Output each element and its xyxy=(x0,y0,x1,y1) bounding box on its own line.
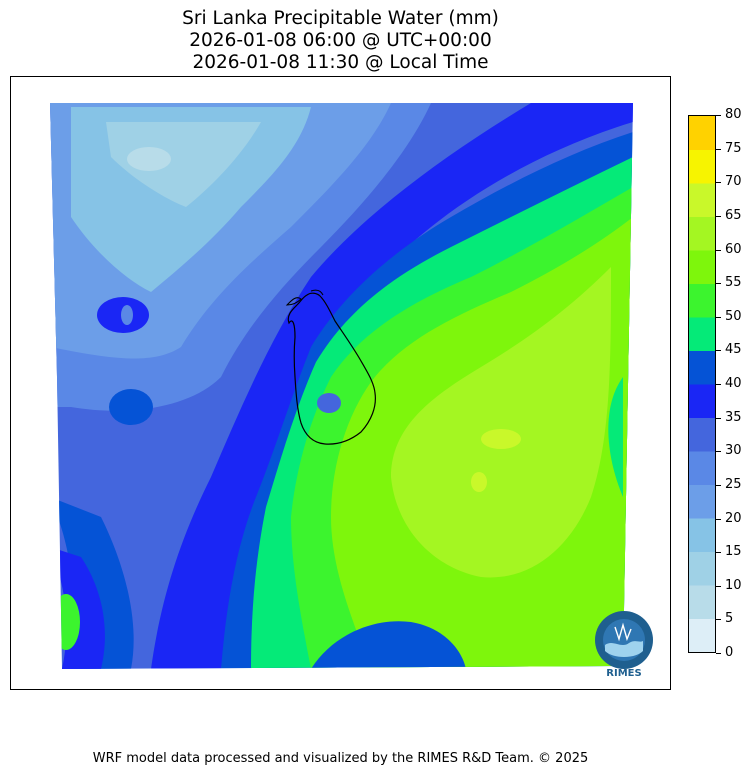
field-50-55-sw xyxy=(52,594,80,650)
field-5-10 xyxy=(127,147,171,171)
colorbar xyxy=(688,115,716,653)
colorbar-swatch xyxy=(689,216,715,251)
rimes-logo-wordmark: RIMES xyxy=(606,668,641,679)
field-60-65 xyxy=(391,267,611,578)
colorbar-swatches xyxy=(689,116,715,652)
colorbar-tick-label: 50 xyxy=(716,309,742,324)
model-domain xyxy=(50,103,633,669)
title-line-variable: Sri Lanka Precipitable Water (mm) xyxy=(182,8,499,29)
colorbar-tick-label: 55 xyxy=(716,276,742,290)
colorbar-swatch xyxy=(689,518,715,552)
title-line-local-time: 2026-01-08 11:30 @ Local Time xyxy=(192,52,489,73)
colorbar-swatch xyxy=(689,451,715,485)
field-35-40-band xyxy=(151,103,633,669)
field-25-30-blob xyxy=(121,305,133,325)
field-65-70-cell xyxy=(471,472,487,492)
field-40-45-south xyxy=(311,621,466,669)
title-line-utc-time: 2026-01-08 06:00 @ UTC+00:00 xyxy=(189,30,492,51)
colorbar-swatch xyxy=(689,350,715,385)
colorbar-swatch xyxy=(689,551,715,586)
colorbar-tick-label: 40 xyxy=(716,377,742,391)
colorbar-tick-label: 20 xyxy=(716,511,742,526)
colorbar-swatch xyxy=(689,317,715,351)
map-title: Sri Lanka Precipitable Water (mm) 2026-0… xyxy=(0,8,681,74)
colorbar-tick-label: 65 xyxy=(716,208,742,223)
colorbar-tick-label: 70 xyxy=(716,175,742,189)
colorbar-swatch xyxy=(689,116,715,150)
map-panel xyxy=(10,76,671,690)
colorbar-swatch xyxy=(689,618,715,652)
field-45-50-east xyxy=(608,377,623,497)
colorbar-tick-label: 45 xyxy=(716,343,742,357)
colorbar-swatch xyxy=(689,283,715,318)
colorbar-tick-labels: 80 75 70 65 60 55 50 45 40 35 30 25 20 15 10 5 0 xyxy=(716,0,751,776)
colorbar-swatch xyxy=(689,585,715,619)
colorbar-tick-label: 75 xyxy=(716,141,742,156)
colorbar-swatch xyxy=(689,484,715,519)
colorbar-tick-label: 60 xyxy=(716,242,742,257)
precipitable-water-map xyxy=(50,103,633,669)
sri-lanka-outline xyxy=(287,292,376,445)
colorbar-tick-label: 25 xyxy=(716,477,742,492)
colorbar-tick-label: 10 xyxy=(716,578,742,593)
rimes-logo-symbol xyxy=(614,622,632,642)
rimes-logo: RIMES xyxy=(591,609,657,679)
colorbar-tick-label: 35 xyxy=(716,410,742,425)
colorbar-tick-label: 0 xyxy=(716,646,733,660)
colorbar-tick-label: 80 xyxy=(716,108,742,122)
colorbar-tick-label: 30 xyxy=(716,444,742,458)
colorbar-swatch xyxy=(689,149,715,184)
field-10-15 xyxy=(106,122,261,207)
footer-credit: WRF model data processed and visualized … xyxy=(92,751,589,766)
colorbar-tick-label: 15 xyxy=(716,545,742,559)
rimes-logo-wave xyxy=(605,641,643,657)
colorbar-swatch xyxy=(689,417,715,452)
field-30-35-inland xyxy=(317,393,341,413)
jaffna-peninsula-outline xyxy=(285,289,324,306)
colorbar-swatch xyxy=(689,250,715,284)
field-65-70-cell xyxy=(481,429,521,449)
field-40-45-blob xyxy=(109,389,153,425)
colorbar-swatch xyxy=(689,384,715,418)
colorbar-tick-label: 5 xyxy=(716,612,733,626)
colorbar-swatch xyxy=(689,183,715,217)
